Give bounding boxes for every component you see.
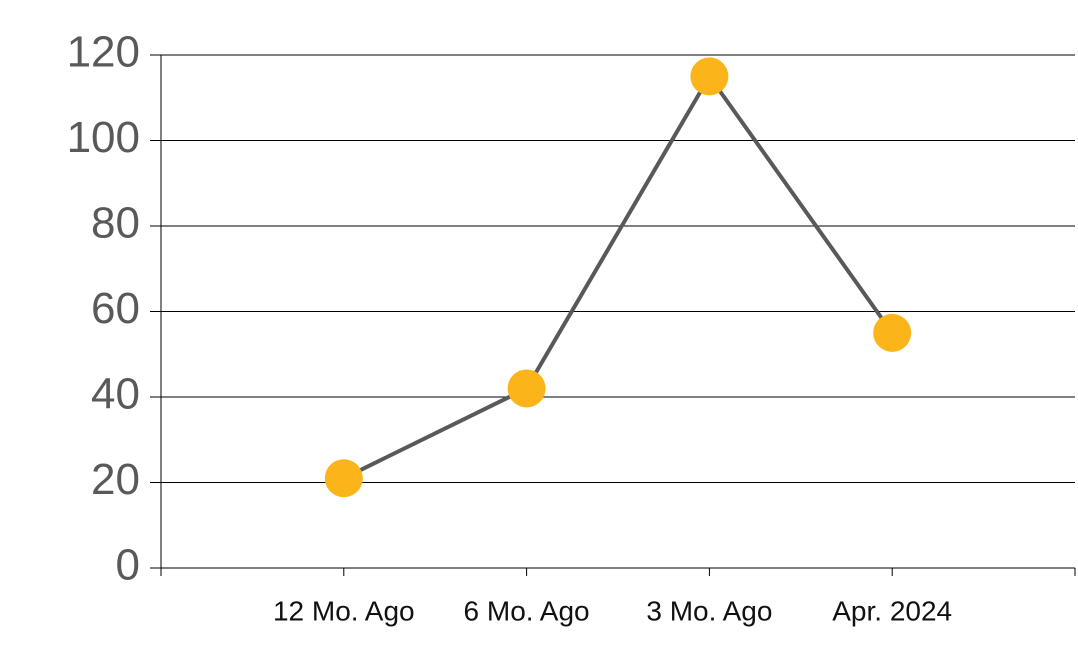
series-line	[342, 72, 894, 481]
x-tick-label: 3 Mo. Ago	[646, 595, 772, 626]
x-tick-label: Apr. 2024	[832, 595, 952, 626]
data-point	[324, 459, 363, 498]
data-point	[873, 313, 912, 352]
y-tick-label: 40	[91, 370, 140, 419]
y-tick-label: 80	[91, 199, 140, 248]
y-tick-label: 100	[67, 113, 140, 162]
y-tick-label: 60	[91, 284, 140, 333]
y-tick-label: 120	[67, 28, 140, 77]
x-tick-label: 6 Mo. Ago	[464, 595, 590, 626]
data-point	[690, 57, 729, 96]
y-tick-label: 20	[91, 455, 140, 504]
y-tick-label: 0	[116, 541, 140, 590]
data-point	[507, 369, 546, 408]
x-tick-label: 12 Mo. Ago	[273, 595, 415, 626]
